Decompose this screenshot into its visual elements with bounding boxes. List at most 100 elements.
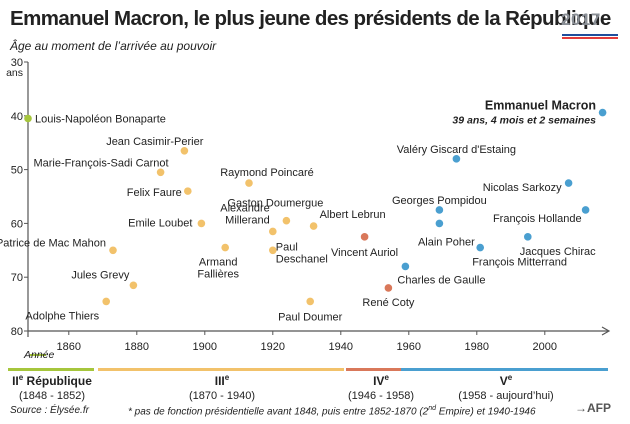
data-point [581, 206, 590, 214]
highlight-detail: 39 ans, 4 mois et 2 semaines [452, 115, 596, 127]
data-point [129, 281, 138, 290]
point-label: Vincent Auriol [331, 247, 398, 259]
point-label-line: Millerand [225, 214, 270, 226]
logo-red-stripe [562, 37, 618, 39]
data-point [384, 284, 393, 292]
point-label: Patrice de Mac Mahon [0, 237, 106, 249]
point-label: François Mitterrand [472, 257, 567, 269]
point-label: Armand Fallières [197, 257, 239, 281]
afp-logo: →AFP [575, 401, 611, 415]
point-label: Albert Lebrun [320, 209, 386, 221]
period-bar [98, 368, 344, 371]
point-label: Alain Poher [418, 236, 475, 248]
period-numeral: II [12, 374, 19, 388]
data-point [109, 246, 117, 255]
data-point [102, 297, 110, 306]
point-label: Paul Doumer [278, 311, 343, 323]
data-point [435, 206, 444, 214]
x-tick-label: 2000 [533, 341, 557, 353]
footnote: * pas de fonction présidentielle avant 1… [128, 405, 536, 417]
data-point [476, 243, 485, 252]
data-point [309, 222, 318, 230]
point-label-line: Paul [276, 241, 298, 253]
data-point [156, 168, 165, 177]
data-point [435, 219, 444, 228]
period-range: (1848 - 1852) [19, 390, 85, 402]
period-suffix: République [23, 374, 92, 388]
point-label: Louis-Napoléon Bonaparte [35, 113, 166, 125]
data-point [269, 227, 277, 236]
period-bar [346, 368, 401, 371]
y-axis-title: Âge au moment de l’arrivée au pouvoir [10, 39, 217, 53]
data-point [306, 297, 315, 306]
point-label: Paul Deschanel [276, 241, 328, 265]
point-label-line: Fallières [197, 269, 239, 281]
point-label: Adolphe Thiers [25, 310, 99, 322]
data-point [524, 233, 532, 241]
footnote-sup: nd [428, 405, 437, 412]
point-label: René Coty [362, 297, 414, 309]
x-tick-label: 1980 [465, 341, 489, 353]
x-tick-label: 1940 [329, 341, 353, 353]
period-sup: e [225, 373, 230, 382]
footnote-text-2: Empire) et 1940-1946 [436, 406, 536, 418]
data-point [452, 155, 461, 163]
data-point [269, 246, 277, 255]
point-label: Charles de Gaulle [397, 274, 485, 286]
x-tick-label: 1960 [397, 341, 421, 353]
data-point [360, 233, 369, 241]
point-label: Jules Grevy [71, 269, 130, 281]
period-name: IVe [373, 373, 389, 388]
y-tick-label: 40 [11, 111, 23, 123]
logo-blue-stripe [562, 34, 618, 36]
data-point [184, 187, 192, 195]
y-tick-label: 30 [11, 57, 23, 69]
point-label-line: Alexandre [220, 202, 270, 214]
point-label: Emmanuel Macron [485, 99, 596, 113]
y-tick-label: 70 [11, 272, 23, 284]
data-point [245, 179, 253, 187]
point-label: Jean Casimir-Perier [106, 136, 204, 148]
period-range: (1958 - aujourd’hui) [458, 390, 553, 402]
y-tick-label: 60 [11, 218, 23, 230]
point-label: Alexandre Millerand [220, 202, 270, 226]
point-label: Marie-François-Sadi Carnot [33, 157, 168, 169]
point-label: Valéry Giscard d'Estaing [397, 144, 516, 156]
point-label: Raymond Poincaré [220, 167, 314, 179]
data-point [24, 114, 32, 123]
point-label: Jacques Chirac [520, 246, 596, 258]
point-label-line: Armand [199, 257, 238, 269]
data-point [282, 216, 291, 225]
point-label: Georges Pompidou [392, 195, 487, 207]
period-range: (1870 - 1940) [189, 390, 255, 402]
y-unit-label: ans [6, 67, 23, 79]
point-label: Emile Loubet [128, 217, 192, 229]
x-axis-title: Année [24, 349, 55, 361]
point-label: Nicolas Sarkozy [483, 182, 562, 194]
data-point [221, 243, 229, 252]
source-note: Source : Élysée.fr [10, 405, 89, 416]
data-point [197, 219, 206, 228]
point-label: Felix Faure [127, 187, 182, 199]
period-name: IIIe [215, 373, 230, 388]
period-bar [8, 368, 94, 371]
data-point [180, 146, 189, 155]
election-2017-logo: 2017 [561, 10, 619, 40]
x-tick-label: 1880 [125, 341, 149, 353]
period-numeral: V [500, 374, 508, 388]
period-sup: e [508, 373, 513, 382]
period-name: IIe République [12, 373, 92, 388]
period-sup: e [19, 373, 24, 382]
afp-logo-text: AFP [587, 401, 611, 415]
period-numeral: IV [373, 374, 384, 388]
point-label-line: Deschanel [276, 253, 328, 265]
x-axis-arrow [601, 326, 611, 336]
period-range: (1946 - 1958) [348, 390, 414, 402]
period-sup: e [384, 373, 389, 382]
footnote-text-1: * pas de fonction présidentielle avant 1… [128, 406, 429, 418]
period-name: Ve [500, 373, 513, 388]
x-tick-label: 1920 [261, 341, 285, 353]
y-tick-label: 80 [11, 326, 23, 338]
chart-title: Emmanuel Macron, le plus jeune des prési… [10, 7, 611, 30]
